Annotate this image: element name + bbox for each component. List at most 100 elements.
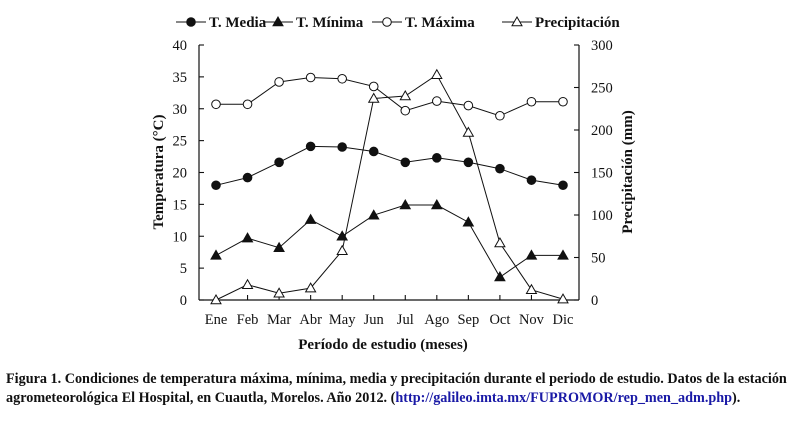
series-2-point <box>210 249 222 260</box>
y2-tick-label: 50 <box>591 251 606 267</box>
legend-marker <box>382 17 392 27</box>
series-3-point <box>305 72 316 83</box>
y-tick-label: 40 <box>173 38 188 54</box>
series-2-point <box>241 232 254 243</box>
series-2-point <box>399 199 412 210</box>
series-4 <box>210 68 569 305</box>
x-tick-label: May <box>329 312 356 328</box>
series-2 <box>210 199 569 282</box>
x-tick-label: Mar <box>267 312 291 328</box>
y-axis-label: Temperatura (°C) <box>151 114 167 229</box>
series-layer <box>210 68 569 305</box>
series-3-point <box>211 99 221 110</box>
x-tick-label: Abr <box>299 312 322 328</box>
y-tick-label: 15 <box>173 197 188 213</box>
series-2-point <box>525 249 538 260</box>
legend-item: T. Media <box>176 15 267 31</box>
legend-label: Precipitación <box>535 15 620 31</box>
legend-item: T. Máxima <box>372 15 475 31</box>
series-4-point <box>430 68 443 79</box>
series-3-point <box>337 73 347 84</box>
figure-caption: Figura 1. Condiciones de temperatura máx… <box>6 370 792 408</box>
y-tick-label: 0 <box>180 293 187 309</box>
y-tick-label: 10 <box>173 229 188 245</box>
series-1-point <box>463 157 474 168</box>
right-axis-ticks: 0 50 100 150 200 250 300 <box>574 38 613 309</box>
series-3-point <box>242 99 253 110</box>
x-tick-label: Jun <box>364 312 385 328</box>
series-1-line <box>215 145 564 186</box>
series-1-point <box>400 157 411 168</box>
x-tick-label: Oct <box>489 312 510 328</box>
x-tick-label: Ago <box>424 312 449 328</box>
series-2-point <box>304 213 317 224</box>
series-1-point <box>558 180 568 191</box>
series-4-point <box>557 293 569 304</box>
series-1-point <box>274 157 284 168</box>
series-4-point <box>367 92 380 103</box>
series-2-line <box>215 204 563 278</box>
series-1-point <box>368 146 379 157</box>
legend-label: T. Mínima <box>296 15 364 31</box>
y-tick-label: 20 <box>173 166 188 182</box>
legend-marker <box>186 17 196 27</box>
x-tick-label: Jul <box>397 312 414 328</box>
series-4-point <box>241 278 254 289</box>
series-2-point <box>430 199 443 210</box>
series-3-point <box>558 96 568 107</box>
x-axis-ticks: Ene Feb Mar Abr May Jun Jul Ago Sep Oct Nov Dic <box>205 295 573 328</box>
y2-tick-label: 0 <box>591 293 598 309</box>
series-2-point <box>367 209 380 220</box>
x-tick-label: Sep <box>457 312 479 328</box>
series-4-point <box>210 293 222 305</box>
legend: T. Media T. Mínima T. Máxima Precipitación <box>176 15 620 31</box>
series-3-point <box>274 77 284 87</box>
caption-link[interactable]: http://galileo.imta.mx/FUPROMOR/rep_men_… <box>395 390 733 406</box>
series-1-point <box>337 142 347 152</box>
series-3 <box>211 72 568 121</box>
x-axis-label: Período de estudio (meses) <box>298 337 468 353</box>
series-1-point <box>526 175 537 185</box>
series-1-point <box>305 141 316 152</box>
y-tick-label: 25 <box>173 134 188 150</box>
legend-marker <box>511 15 523 27</box>
series-4-point <box>336 244 349 255</box>
y-tick-label: 35 <box>173 70 188 86</box>
series-1-point <box>242 172 253 183</box>
series-4-point <box>525 283 538 295</box>
series-4-point <box>304 282 317 293</box>
series-4-point <box>462 126 475 137</box>
series-2-point <box>462 216 475 227</box>
y2-tick-label: 100 <box>591 208 613 224</box>
series-4-line <box>215 74 564 301</box>
series-4-point <box>399 89 412 101</box>
legend-item: Precipitación <box>502 15 620 31</box>
series-3-point <box>432 96 442 106</box>
series-3-point <box>400 105 411 116</box>
x-tick-label: Ene <box>205 312 228 328</box>
legend-item: T. Mínima <box>263 15 364 31</box>
series-4-point <box>494 237 506 248</box>
series-2-point <box>273 241 285 252</box>
y2-tick-label: 200 <box>591 123 613 139</box>
chart: T. Media T. Mínima T. Máxima Precipitación … <box>151 15 636 353</box>
y-tick-label: 5 <box>180 261 187 277</box>
legend-label: T. Máxima <box>405 15 475 31</box>
series-1-point <box>432 153 442 163</box>
plot-area: 0 5 10 15 20 25 30 35 40 0 50 100 150 200 250 300 Ene F… <box>173 38 613 328</box>
series-3-point <box>368 81 379 92</box>
caption-text: Figura 1. Condiciones de temperatura máx… <box>6 371 787 406</box>
series-2-point <box>557 249 569 260</box>
legend-label: T. Media <box>209 15 267 31</box>
series-3-point <box>463 100 474 111</box>
series-1-point <box>495 163 505 174</box>
series-3-point <box>495 110 505 121</box>
y-tick-label: 30 <box>173 102 188 118</box>
legend-marker <box>272 15 284 27</box>
series-3-point <box>526 96 537 107</box>
y2-tick-label: 300 <box>591 38 613 54</box>
x-tick-label: Feb <box>237 312 259 328</box>
x-tick-label: Nov <box>519 312 545 328</box>
series-1 <box>211 141 568 191</box>
series-1-point <box>211 180 221 191</box>
